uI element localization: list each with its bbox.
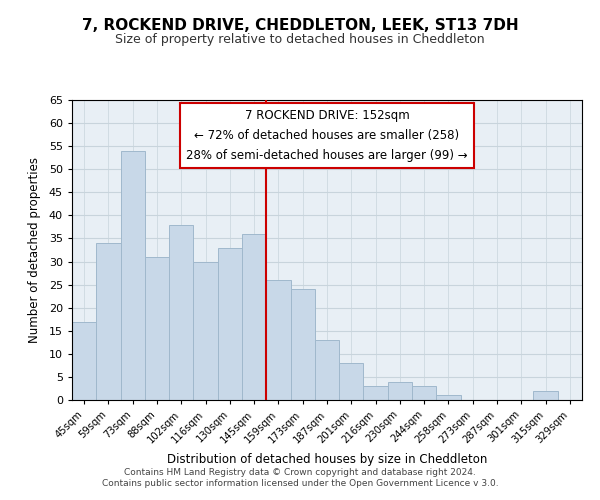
Bar: [169, 224, 193, 400]
Bar: [412, 386, 436, 400]
Bar: [266, 280, 290, 400]
Text: Size of property relative to detached houses in Cheddleton: Size of property relative to detached ho…: [115, 32, 485, 46]
Bar: [218, 248, 242, 400]
Bar: [364, 386, 388, 400]
Bar: [145, 257, 169, 400]
Text: 7, ROCKEND DRIVE, CHEDDLETON, LEEK, ST13 7DH: 7, ROCKEND DRIVE, CHEDDLETON, LEEK, ST13…: [82, 18, 518, 32]
Y-axis label: Number of detached properties: Number of detached properties: [28, 157, 41, 343]
Text: 7 ROCKEND DRIVE: 152sqm
← 72% of detached houses are smaller (258)
28% of semi-d: 7 ROCKEND DRIVE: 152sqm ← 72% of detache…: [186, 109, 468, 162]
Bar: [290, 289, 315, 400]
X-axis label: Distribution of detached houses by size in Cheddleton: Distribution of detached houses by size …: [167, 453, 487, 466]
Bar: [388, 382, 412, 400]
Bar: [315, 340, 339, 400]
Bar: [96, 243, 121, 400]
Bar: [533, 391, 558, 400]
Bar: [242, 234, 266, 400]
Text: Contains public sector information licensed under the Open Government Licence v : Contains public sector information licen…: [101, 480, 499, 488]
Bar: [339, 363, 364, 400]
Bar: [193, 262, 218, 400]
Bar: [121, 151, 145, 400]
Bar: [72, 322, 96, 400]
Text: Contains HM Land Registry data © Crown copyright and database right 2024.: Contains HM Land Registry data © Crown c…: [124, 468, 476, 477]
Bar: [436, 396, 461, 400]
